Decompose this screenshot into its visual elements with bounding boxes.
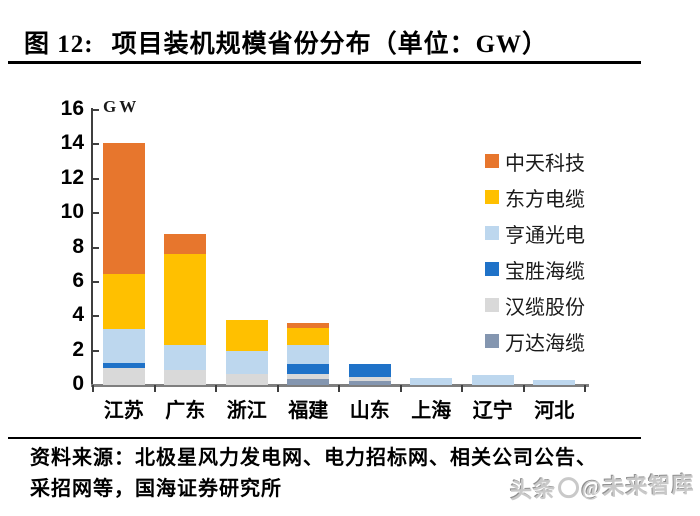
x-axis-tick <box>522 385 525 392</box>
bar-segment-亨通光电 <box>471 374 514 385</box>
bar-segment-东方电缆 <box>287 328 330 346</box>
stacked-bar-chart: GW 0 2 4 6 8 10 12 14 16 江苏 广东 浙江 福建 山东 上海 辽宁 河北 中天科技东方… <box>60 97 589 422</box>
y-axis-tick-label: 4 <box>72 303 84 327</box>
toutiao-logo-icon <box>557 476 579 499</box>
title-divider <box>8 61 641 64</box>
bar-segment-亨通光电 <box>225 350 268 374</box>
x-axis-line <box>91 384 589 387</box>
bar-segment-东方电缆 <box>102 274 145 330</box>
x-axis-category-label: 福建 <box>288 400 329 422</box>
y-axis-tick <box>93 246 99 249</box>
y-axis-tick <box>93 109 99 111</box>
legend-label: 亨通光电 <box>505 224 585 247</box>
y-axis-tick-label: 8 <box>72 234 84 258</box>
y-axis-tick <box>93 349 99 352</box>
legend-label: 东方电缆 <box>505 188 585 211</box>
x-axis-tick <box>399 385 402 392</box>
x-axis-tick <box>461 385 463 392</box>
y-axis-line <box>91 108 93 386</box>
figure-number: 图 12: <box>24 31 94 58</box>
bar-segment-中天科技 <box>102 142 145 275</box>
legend-swatch-icon <box>485 226 499 240</box>
bar-segment-中天科技 <box>164 233 207 254</box>
y-axis-unit-label: GW <box>103 97 140 116</box>
y-axis-tick <box>93 280 99 283</box>
bar-segment-宝胜海缆 <box>287 363 330 374</box>
legend-swatch-icon <box>485 154 499 168</box>
bar-segment-亨通光电 <box>410 378 453 385</box>
y-axis-tick <box>93 212 99 215</box>
x-axis-category-label: 河北 <box>534 400 575 422</box>
y-axis-tick-label: 2 <box>72 337 84 361</box>
bar-segment-亨通光电 <box>164 345 207 371</box>
bar-segment-汉缆股份 <box>164 370 207 385</box>
x-axis-category-label: 上海 <box>411 400 452 422</box>
legend-swatch-icon <box>485 298 499 312</box>
legend-item-万达海缆: 万达海缆 <box>485 330 585 355</box>
watermark-prefix: 头条 <box>509 476 557 504</box>
bar-segment-万达海缆 <box>287 378 330 385</box>
legend-item-汉缆股份: 汉缆股份 <box>485 294 585 319</box>
x-axis-tick <box>215 385 217 392</box>
x-axis-category-label: 辽宁 <box>472 400 513 422</box>
x-axis-tick <box>276 385 279 392</box>
legend-item-东方电缆: 东方电缆 <box>485 186 585 211</box>
bar-segment-东方电缆 <box>164 253 207 346</box>
x-axis-tick <box>92 385 94 392</box>
bar-segment-宝胜海缆 <box>348 364 391 378</box>
x-axis-category-label: 江苏 <box>103 400 144 422</box>
x-axis-category-label: 浙江 <box>226 400 267 422</box>
bar-segment-宝胜海缆 <box>102 362 145 368</box>
x-axis-tick <box>338 385 340 392</box>
x-axis-tick <box>584 385 586 392</box>
watermark-handle: @未来智库 <box>580 471 695 501</box>
bar-segment-汉缆股份 <box>348 377 391 381</box>
y-axis-tick <box>93 177 99 180</box>
figure-title: 图 12: 项目装机规模省份分布（单位：GW） <box>24 24 548 60</box>
legend-swatch-icon <box>485 190 499 204</box>
x-axis-category-label: 山东 <box>349 400 390 422</box>
legend-label: 中天科技 <box>505 152 585 175</box>
bar-segment-汉缆股份 <box>225 373 268 385</box>
legend-item-中天科技: 中天科技 <box>485 150 585 175</box>
source-line-2: 采招网等，国海证券研究所 <box>30 478 282 500</box>
y-axis-tick-label: 6 <box>72 268 84 292</box>
bar-segment-亨通光电 <box>287 345 330 364</box>
source-note: 资料来源：北极星风力发电网、电力招标网、相关公司公告、 采招网等，国海证券研究所 <box>30 443 650 505</box>
bar-segment-万达海缆 <box>348 380 391 385</box>
bar-segment-汉缆股份 <box>102 367 145 385</box>
watermark: 头条 @未来智库 <box>509 467 694 505</box>
y-axis-tick-label: 14 <box>60 131 84 155</box>
legend-item-宝胜海缆: 宝胜海缆 <box>485 258 585 283</box>
bar-segment-中天科技 <box>287 323 330 329</box>
source-line-1: 资料来源：北极星风力发电网、电力招标网、相关公司公告、 <box>30 447 597 469</box>
y-axis-tick <box>93 315 99 318</box>
chart-legend: 中天科技东方电缆亨通光电宝胜海缆汉缆股份万达海缆 <box>485 150 585 355</box>
x-axis-category-label: 广东 <box>165 400 206 422</box>
y-axis-tick-label: 10 <box>60 200 84 224</box>
legend-label: 万达海缆 <box>505 332 585 355</box>
bar-segment-汉缆股份 <box>287 373 330 379</box>
x-axis-tick <box>153 385 156 392</box>
legend-label: 汉缆股份 <box>505 296 585 319</box>
legend-swatch-icon <box>485 262 499 276</box>
legend-swatch-icon <box>485 334 499 348</box>
footer-divider <box>8 437 641 439</box>
bar-segment-东方电缆 <box>225 319 268 351</box>
legend-item-亨通光电: 亨通光电 <box>485 222 585 247</box>
bar-segment-亨通光电 <box>102 329 145 363</box>
y-axis-tick-label: 12 <box>60 165 84 189</box>
y-axis-tick <box>93 143 99 146</box>
y-axis-tick-label: 0 <box>72 372 84 395</box>
y-axis-tick-label: 16 <box>60 97 84 120</box>
bar-segment-亨通光电 <box>533 379 576 385</box>
legend-label: 宝胜海缆 <box>505 260 585 283</box>
figure-title-text: 项目装机规模省份分布（单位：GW） <box>111 31 549 58</box>
